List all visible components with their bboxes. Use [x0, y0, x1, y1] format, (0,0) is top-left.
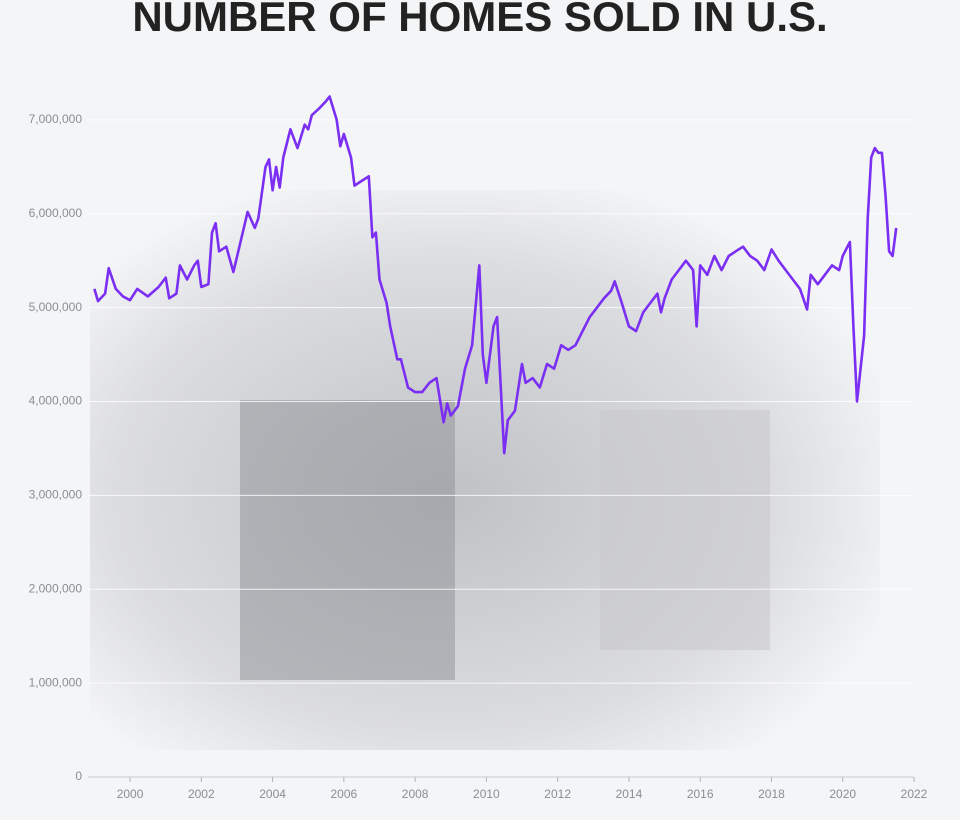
y-tick-label: 1,000,000 — [29, 675, 83, 689]
x-tick-label: 2020 — [829, 787, 856, 801]
y-tick-label: 2,000,000 — [29, 581, 83, 595]
x-tick-label: 2014 — [616, 787, 643, 801]
x-tick-label: 2000 — [117, 787, 144, 801]
chart-title: NUMBER OF HOMES SOLD IN U.S. — [132, 0, 827, 40]
y-tick-label: 3,000,000 — [29, 488, 83, 502]
sign-shape — [240, 400, 455, 680]
x-tick-label: 2002 — [188, 787, 215, 801]
x-tick-label: 2006 — [331, 787, 358, 801]
y-tick-label: 7,000,000 — [29, 112, 83, 126]
x-tick-label: 2018 — [758, 787, 785, 801]
x-tick-label: 2016 — [687, 787, 714, 801]
x-tick-label: 2008 — [402, 787, 429, 801]
y-tick-label: 5,000,000 — [29, 300, 83, 314]
y-tick-label: 4,000,000 — [29, 394, 83, 408]
y-tick-label: 6,000,000 — [29, 206, 83, 220]
x-tick-label: 2022 — [901, 787, 928, 801]
door-shape — [600, 410, 770, 650]
data-line — [93, 95, 898, 455]
y-tick-label: 0 — [75, 769, 82, 783]
x-tick-label: 2004 — [259, 787, 286, 801]
x-tick-label: 2012 — [544, 787, 571, 801]
x-tick-label: 2010 — [473, 787, 500, 801]
